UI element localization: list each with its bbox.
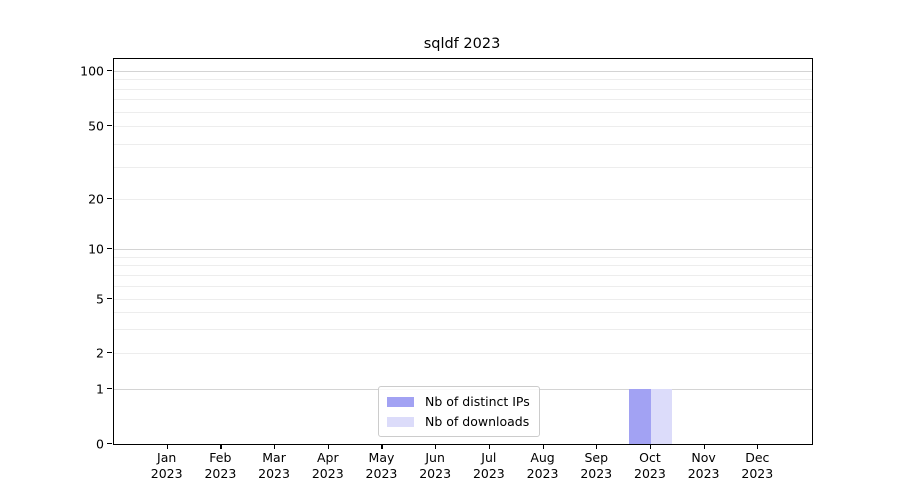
x-tick-label: Sep 2023 xyxy=(561,450,631,481)
x-tick-mark xyxy=(220,444,222,449)
legend-label: Nb of downloads xyxy=(425,414,530,429)
gridline-minor xyxy=(114,199,812,200)
x-tick-label-year: 2023 xyxy=(741,465,774,481)
x-tick-label: Nov 2023 xyxy=(669,450,739,481)
gridline-minor xyxy=(114,99,812,101)
y-tick-mark xyxy=(107,443,112,445)
y-tick-label: 20 xyxy=(88,191,104,207)
x-tick-mark xyxy=(327,444,329,449)
y-tick-mark xyxy=(107,70,112,72)
gridline-minor xyxy=(114,79,812,81)
gridline-minor xyxy=(114,126,812,127)
legend-swatch xyxy=(387,396,414,407)
gridline-minor xyxy=(114,329,812,331)
x-tick-mark xyxy=(542,444,544,449)
bar-downloads xyxy=(650,389,673,444)
x-tick-label: Mar 2023 xyxy=(239,450,309,481)
y-tick-label: 5 xyxy=(96,291,104,307)
gridline-major xyxy=(114,71,812,72)
x-tick-label: May 2023 xyxy=(346,450,416,481)
gridline-minor xyxy=(114,312,812,314)
legend-entry-downloads: Nb of downloads xyxy=(387,414,530,429)
x-tick-label-year: 2023 xyxy=(687,465,720,481)
y-tick-label: 2 xyxy=(96,345,104,361)
y-tick-label: 0 xyxy=(96,436,104,452)
x-tick-label-year: 2023 xyxy=(204,465,237,481)
y-tick-mark xyxy=(107,352,112,354)
y-tick-mark xyxy=(107,198,112,200)
gridline-minor xyxy=(114,285,812,287)
legend-swatch xyxy=(387,416,414,427)
x-tick-label-year: 2023 xyxy=(150,465,183,481)
x-tick-label-year: 2023 xyxy=(365,465,398,481)
y-tick-mark xyxy=(107,298,112,300)
gridline-minor xyxy=(114,256,812,258)
x-tick-label-year: 2023 xyxy=(526,465,559,481)
x-tick-label-year: 2023 xyxy=(634,465,666,481)
x-tick-mark xyxy=(381,444,383,449)
x-tick-label: Jan 2023 xyxy=(132,450,202,481)
gridline-minor xyxy=(114,143,812,145)
y-tick-label: 10 xyxy=(88,241,104,257)
x-tick-label: Apr 2023 xyxy=(293,450,363,481)
x-tick-label: Jun 2023 xyxy=(400,450,470,481)
y-tick-label: 100 xyxy=(80,63,104,79)
chart-title: sqldf 2023 xyxy=(423,36,501,52)
gridline-minor xyxy=(114,274,812,276)
x-tick-mark xyxy=(757,444,759,449)
plot-area xyxy=(113,58,813,445)
x-tick-mark xyxy=(596,444,598,449)
gridline-minor xyxy=(114,299,812,300)
x-tick-label-year: 2023 xyxy=(419,465,452,481)
x-tick-mark xyxy=(488,444,491,449)
x-tick-label-year: 2023 xyxy=(311,465,344,481)
y-tick-label: 50 xyxy=(88,118,104,134)
gridline-major xyxy=(114,249,812,250)
legend: Nb of distinct IPs Nb of downloads xyxy=(378,386,540,437)
x-tick-label-year: 2023 xyxy=(580,465,613,481)
gridline-minor xyxy=(114,166,812,168)
y-tick-mark xyxy=(107,125,112,127)
x-tick-mark xyxy=(649,444,652,449)
y-tick-label: 1 xyxy=(96,381,104,397)
x-tick-label: Feb 2023 xyxy=(185,450,255,481)
bar-distinct-ips xyxy=(629,389,651,444)
x-tick-label: Jul 2023 xyxy=(454,450,524,481)
legend-entry-distinct-ips: Nb of distinct IPs xyxy=(387,394,530,409)
x-tick-label: Oct 2023 xyxy=(615,450,685,481)
x-tick-mark xyxy=(166,444,168,449)
x-tick-label-year: 2023 xyxy=(258,465,290,481)
legend-label: Nb of distinct IPs xyxy=(425,394,530,409)
x-tick-label-year: 2023 xyxy=(472,465,505,481)
gridline-minor xyxy=(114,88,812,90)
x-tick-label: Aug 2023 xyxy=(508,450,578,481)
x-tick-mark xyxy=(435,444,437,449)
x-tick-mark xyxy=(274,444,276,449)
x-tick-mark xyxy=(703,444,705,449)
y-tick-mark xyxy=(107,388,112,390)
y-tick-mark xyxy=(107,248,112,250)
gridline-minor xyxy=(114,111,812,113)
gridline-minor xyxy=(114,353,812,354)
gridline-minor xyxy=(114,265,812,267)
x-tick-label: Dec 2023 xyxy=(722,450,792,481)
